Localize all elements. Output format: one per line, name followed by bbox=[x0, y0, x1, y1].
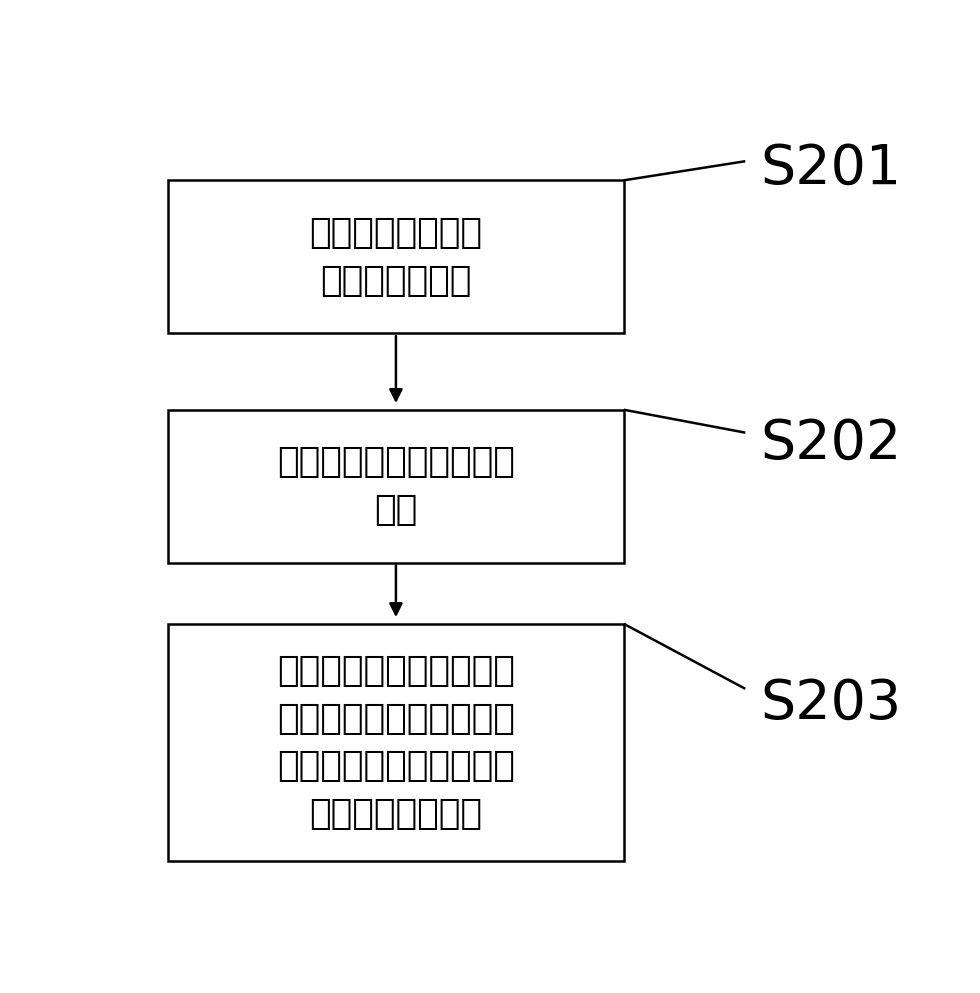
Bar bbox=[169, 624, 623, 861]
Text: 获取终端当前应用
的通信信号类型: 获取终端当前应用 的通信信号类型 bbox=[310, 216, 482, 298]
Bar bbox=[169, 410, 623, 563]
Bar bbox=[169, 181, 623, 334]
Text: 若用户当前操作状态下的
信号质量不是通信信号类
型对应的最佳操作，提示
用户更换操作方式: 若用户当前操作状态下的 信号质量不是通信信号类 型对应的最佳操作，提示 用户更换… bbox=[277, 654, 514, 830]
Text: 采集用户当前的操作方式
信息: 采集用户当前的操作方式 信息 bbox=[277, 446, 514, 527]
Text: S201: S201 bbox=[760, 142, 902, 196]
Text: S203: S203 bbox=[760, 677, 902, 731]
Text: S202: S202 bbox=[760, 417, 902, 471]
